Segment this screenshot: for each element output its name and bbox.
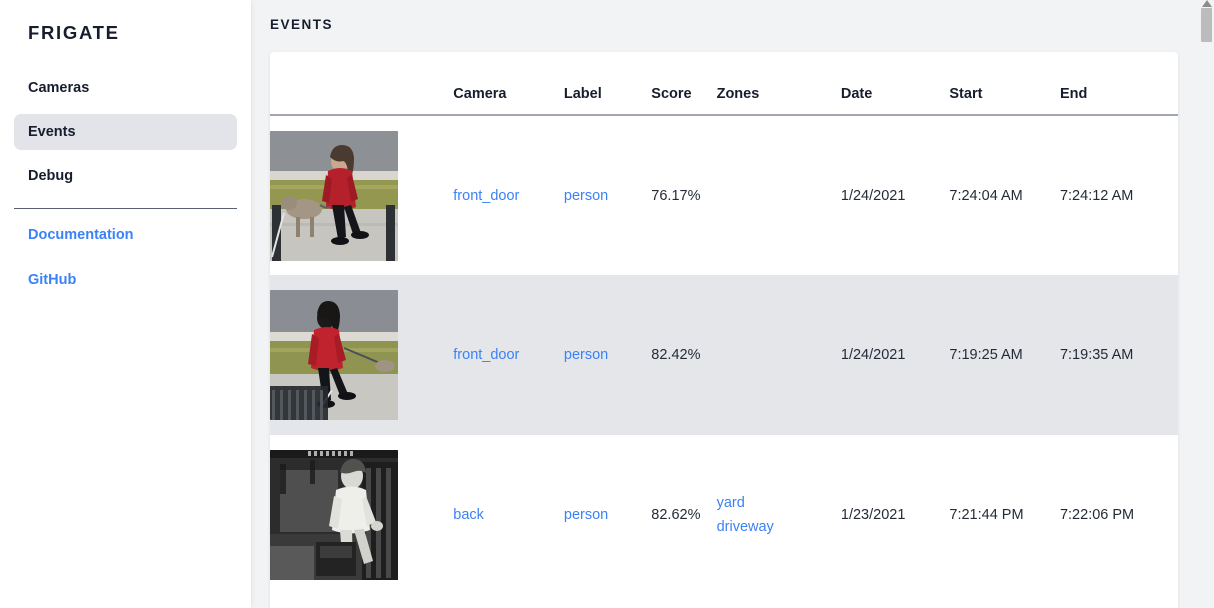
event-thumbnail-cell[interactable]: [270, 275, 453, 435]
app-brand-title: FRIGATE: [28, 22, 120, 43]
sidebar-external-links: Documentation GitHub: [0, 227, 251, 289]
sidebar-item-events[interactable]: Events: [14, 114, 237, 150]
event-date-cell: 1/24/2021: [840, 347, 906, 363]
events-table-body: front_door person 76.17% 1/24/2021 7:24:…: [270, 115, 1178, 595]
column-header-zones[interactable]: Zones: [716, 86, 760, 102]
table-row[interactable]: front_door person 82.42% 1/24/2021 7:19:…: [270, 275, 1178, 435]
table-header-row: Camera Label Score Zones Date Start End: [270, 52, 1178, 115]
sidebar-divider: [14, 208, 237, 209]
event-start-cell: 7:19:25 AM: [949, 347, 1023, 363]
sidebar-item-debug[interactable]: Debug: [28, 168, 74, 184]
event-zone-link[interactable]: yard: [716, 495, 745, 511]
event-end-cell: 7:22:06 PM: [1059, 507, 1135, 523]
event-zones-cell: [717, 275, 841, 435]
event-end-cell: 7:24:12 AM: [1059, 187, 1134, 204]
event-label-link[interactable]: person: [563, 187, 609, 204]
column-header-camera[interactable]: Camera: [453, 86, 507, 102]
table-row[interactable]: front_door person 76.17% 1/24/2021 7:24:…: [270, 115, 1178, 275]
column-header-thumbnail[interactable]: [270, 52, 453, 115]
event-label-cell: person: [564, 115, 651, 275]
main-content: EVENTS Camera Label Score Zones Date Sta…: [251, 0, 1214, 608]
event-date-cell: 1/24/2021: [840, 187, 906, 204]
events-card: Camera Label Score Zones Date Start End: [270, 52, 1178, 608]
event-zones-cell: [717, 115, 841, 275]
event-camera-link[interactable]: back: [453, 507, 484, 523]
event-camera-cell: back: [453, 435, 564, 595]
event-camera-cell: front_door: [453, 275, 564, 435]
event-camera-link[interactable]: front_door: [453, 187, 520, 204]
event-date-cell: 1/23/2021: [840, 507, 906, 523]
event-zones-cell: yard driveway: [717, 435, 841, 595]
event-score-cell: 82.62%: [651, 507, 701, 523]
event-zone-link[interactable]: driveway: [716, 519, 774, 535]
sidebar-item-cameras[interactable]: Cameras: [28, 80, 90, 96]
event-end-cell: 7:19:35 AM: [1059, 347, 1134, 363]
event-score-cell: 82.42%: [651, 347, 701, 363]
event-label-cell: person: [564, 275, 651, 435]
event-camera-link[interactable]: front_door: [453, 347, 520, 363]
page-scrollbar[interactable]: [1199, 0, 1214, 608]
event-thumbnail-cell[interactable]: [270, 435, 453, 595]
events-table: Camera Label Score Zones Date Start End: [270, 52, 1178, 595]
page-scrollbar-thumb[interactable]: [1201, 8, 1212, 42]
scroll-up-arrow-icon[interactable]: [1202, 0, 1212, 7]
column-header-score[interactable]: Score: [651, 86, 692, 102]
event-thumbnail-image[interactable]: [270, 450, 398, 580]
event-start-cell: 7:21:44 PM: [949, 507, 1024, 523]
page-title: EVENTS: [270, 17, 334, 32]
event-label-link[interactable]: person: [563, 347, 609, 363]
column-header-start[interactable]: Start: [949, 86, 983, 102]
event-label-cell: person: [564, 435, 651, 595]
sidebar: FRIGATE Cameras Events Debug Documentati…: [0, 0, 251, 608]
event-thumbnail-image[interactable]: [270, 130, 398, 261]
events-table-header: Camera Label Score Zones Date Start End: [270, 52, 1178, 115]
event-score-cell: 76.17%: [651, 187, 701, 204]
event-thumbnail-image[interactable]: [270, 290, 398, 420]
event-start-cell: 7:24:04 AM: [949, 187, 1023, 204]
event-label-link[interactable]: person: [563, 507, 609, 523]
event-thumbnail-cell[interactable]: [270, 115, 453, 275]
column-header-label[interactable]: Label: [563, 86, 602, 102]
column-header-date[interactable]: Date: [840, 86, 873, 102]
sidebar-nav: Cameras Events Debug: [0, 70, 251, 194]
sidebar-link-github[interactable]: GitHub: [28, 272, 77, 288]
event-camera-cell: front_door: [453, 115, 564, 275]
column-header-end[interactable]: End: [1059, 86, 1088, 102]
table-row[interactable]: back person 82.62% yard driveway 1/23/20…: [270, 435, 1178, 595]
sidebar-link-documentation[interactable]: Documentation: [28, 227, 134, 243]
